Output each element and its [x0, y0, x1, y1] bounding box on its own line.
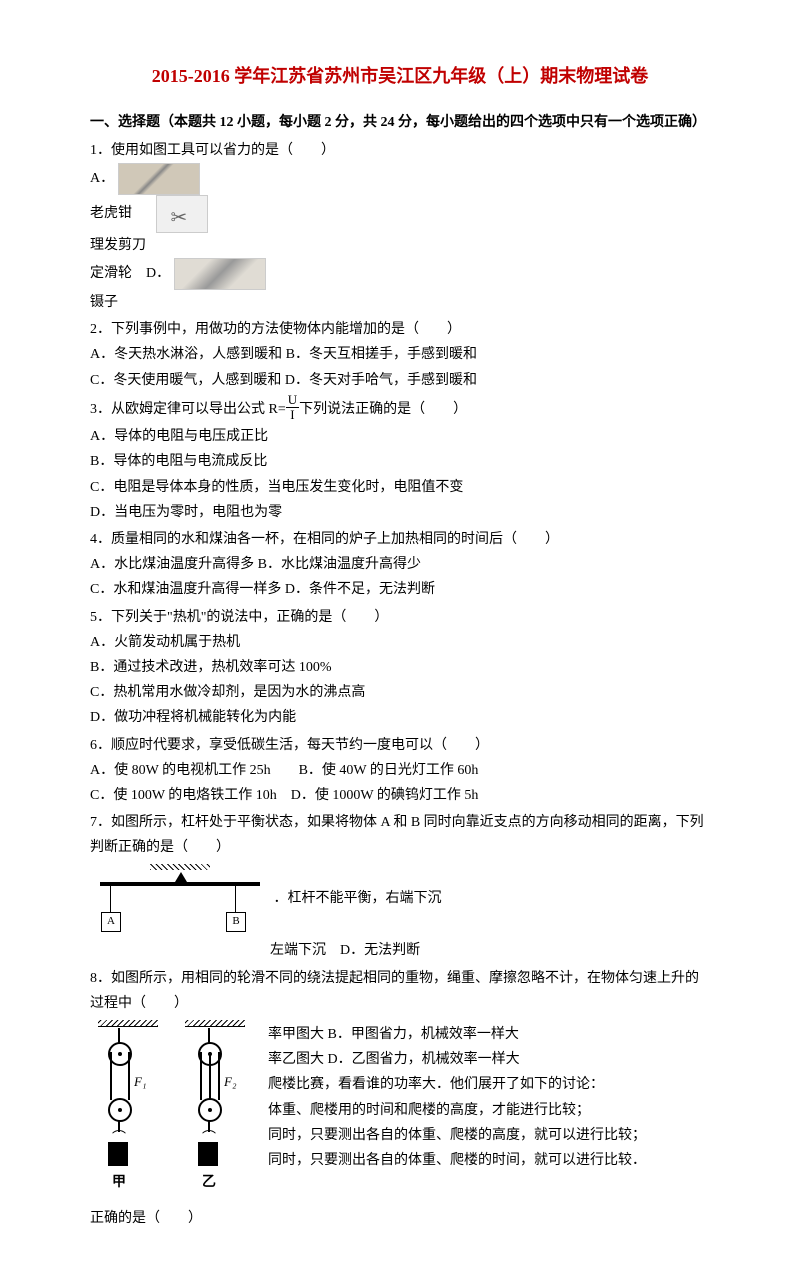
question-8: 8．如图所示，用相同的轮滑不同的绕法提起相同的重物，绳重、摩擦忽略不计，在物体匀… [90, 966, 710, 1204]
question-5: 5．下列关于"热机"的说法中，正确的是（ ） A．火箭发动机属于热机 B．通过技… [90, 605, 710, 731]
q2-lineC: C．冬天使用暖气，人感到暖和 D．冬天对手哈气，手感到暖和 [90, 368, 710, 393]
q6-lineA: A．使 80W 的电视机工作 25h B．使 40W 的日光灯工作 60h [90, 758, 710, 783]
q1-optD-tail: 镊子 [90, 295, 118, 310]
q3-optB: B．导体的电阻与电流成反比 [90, 449, 710, 474]
q5-optB: B．通过技术改进，热机效率可达 100% [90, 655, 710, 680]
question-1: 1．使用如图工具可以省力的是（ ） A． 老虎钳 理发剪刀 定滑轮 D． 镊子 [90, 138, 710, 316]
question-4: 4．质量相同的水和煤油各一杯，在相同的炉子上加热相同的时间后（ ） A．水比煤油… [90, 527, 710, 603]
rope-left-2 [110, 1052, 112, 1100]
q8-stem: 8．如图所示，用相同的轮滑不同的绕法提起相同的重物，绳重、摩擦忽略不计，在物体匀… [90, 966, 710, 1016]
q1-optA-prefix: A． [90, 171, 114, 186]
q3-stem-after: 下列说法正确的是（ ） [299, 402, 467, 417]
q1-stem: 1．使用如图工具可以省力的是（ ） [90, 138, 710, 163]
q3-stem-before: 3．从欧姆定律可以导出公式 R= [90, 402, 286, 417]
q1-optA-tail: 老虎钳 [90, 206, 132, 221]
pulley-movable-left [108, 1098, 132, 1122]
q1-optB: 理发剪刀 [90, 238, 146, 253]
question-3: 3．从欧姆定律可以导出公式 R=UI下列说法正确的是（ ） A．导体的电阻与电压… [90, 395, 710, 525]
weight-left [108, 1142, 128, 1166]
q7-stem: 7．如图所示，杠杆处于平衡状态，如果将物体 A 和 B 同时向靠近支点的方向移动… [90, 810, 710, 860]
pliers-icon [118, 163, 200, 195]
rope-right-1 [208, 1028, 210, 1043]
q9-tail: 正确的是（ ） [90, 1211, 202, 1226]
section-1-header: 一、选择题（本题共 12 小题，每小题 2 分，共 24 分，每小题给出的四个选… [90, 110, 710, 135]
q5-optC: C．热机常用水做冷却剂，是因为水的沸点高 [90, 680, 710, 705]
q2-lineA: A．冬天热水淋浴，人感到暖和 B．冬天互相搓手，手感到暖和 [90, 342, 710, 367]
question-7: 7．如图所示，杠杆处于平衡状态，如果将物体 A 和 B 同时向靠近支点的方向移动… [90, 810, 710, 964]
q6-stem: 6．顺应时代要求，享受低碳生活，每天节约一度电可以（ ） [90, 733, 710, 758]
q5-optA: A．火箭发动机属于热机 [90, 630, 710, 655]
q3-optC: C．电阻是导体本身的性质，当电压发生变化时，电阻值不变 [90, 475, 710, 500]
page-title: 2015-2016 学年江苏省苏州市吴江区九年级（上）期末物理试卷 [90, 60, 710, 92]
q7-optC: 左端下沉 D．无法判断 [270, 943, 420, 958]
lever-string-b [235, 886, 236, 912]
pulley-movable-right [198, 1098, 222, 1122]
label-jia: 甲 [112, 1170, 126, 1195]
q3-optD: D．当电压为零时，电阻也为零 [90, 500, 710, 525]
lever-block-a: A [101, 912, 121, 932]
q5-optD: D．做功冲程将机械能转化为内能 [90, 705, 710, 730]
question-6: 6．顺应时代要求，享受低碳生活，每天节约一度电可以（ ） A．使 80W 的电视… [90, 733, 710, 809]
pulley-ceiling-right [185, 1020, 245, 1027]
q4-stem: 4．质量相同的水和煤油各一杯，在相同的炉子上加热相同的时间后（ ） [90, 527, 710, 552]
lever-ceiling-hatch [150, 864, 210, 870]
force-label-f2: F₂ [224, 1070, 236, 1093]
q6-lineC: C．使 100W 的电烙铁工作 10h D．使 1000W 的碘钨灯工作 5h [90, 783, 710, 808]
q1-optC: 定滑轮 D． [90, 266, 170, 281]
scissors-icon [156, 195, 208, 233]
weight-right [198, 1142, 218, 1166]
label-yi: 乙 [202, 1170, 216, 1195]
title-text: 2015-2016 学年江苏省苏州市吴江区九年级（上）期末物理试卷 [152, 66, 649, 86]
lever-string-a [110, 886, 111, 912]
rope-right-3 [209, 1052, 211, 1100]
q2-stem: 2．下列事例中，用做功的方法使物体内能增加的是（ ） [90, 317, 710, 342]
fraction-u-over-i: UI [286, 393, 299, 423]
tweezers-icon [174, 258, 266, 290]
question-9-tail: 正确的是（ ） [90, 1206, 710, 1231]
q3-optA: A．导体的电阻与电压成正比 [90, 424, 710, 449]
q4-lineC: C．水和煤油温度升高得一样多 D．条件不足，无法判断 [90, 577, 710, 602]
lever-block-b: B [226, 912, 246, 932]
pulley-ceiling-left [98, 1020, 158, 1027]
force-label-f1: F₁ [134, 1070, 146, 1093]
q7-optA-tail: ．杠杆不能平衡，右端下沉 [274, 892, 442, 907]
exam-page: 2015-2016 学年江苏省苏州市吴江区九年级（上）期末物理试卷 一、选择题（… [0, 0, 800, 1273]
lever-bar [100, 882, 260, 886]
rope-left-1 [118, 1028, 120, 1043]
rope-left-3 [128, 1052, 130, 1100]
rope-right-2 [200, 1052, 202, 1100]
lever-diagram: A B [90, 864, 270, 934]
lever-fulcrum-icon [175, 872, 187, 882]
rope-right-4 [218, 1052, 220, 1100]
q4-lineA: A．水比煤油温度升高得多 B．水比煤油温度升高得少 [90, 552, 710, 577]
question-2: 2．下列事例中，用做功的方法使物体内能增加的是（ ） A．冬天热水淋浴，人感到暖… [90, 317, 710, 393]
q5-stem: 5．下列关于"热机"的说法中，正确的是（ ） [90, 605, 710, 630]
pulley-diagram: F₁ ⌒ 甲 F₂ ⌒ 乙 [90, 1020, 260, 1200]
